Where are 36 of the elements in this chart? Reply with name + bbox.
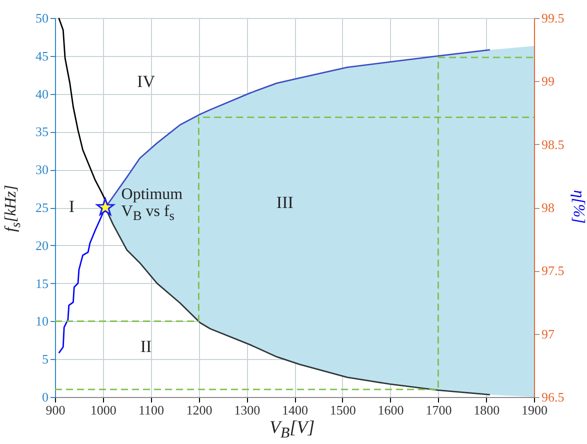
y2-tick-label: 99 (542, 74, 554, 89)
y2-tick-label: 98.5 (542, 136, 564, 152)
y2-axis-title: η[%] (569, 188, 587, 226)
y2-tick-label: 97 (542, 326, 555, 342)
y-tick-label: 35 (36, 124, 48, 140)
y-tick-label: 20 (36, 238, 48, 253)
y-tick-label: 30 (36, 162, 48, 178)
y2-tick-label: 97.5 (542, 263, 564, 278)
y-tick-label: 25 (36, 200, 48, 215)
y-tick-label: 45 (36, 48, 48, 64)
y-tick-label: 50 (36, 10, 48, 26)
x-tick-label: 1000 (90, 402, 116, 418)
x-tick-label: 1600 (378, 402, 404, 418)
annotation: II (140, 337, 152, 358)
annotation: IV (137, 72, 155, 92)
y-tick-label: 0 (42, 390, 48, 404)
y-tick-label: 10 (36, 314, 48, 329)
x-tick-label: 1100 (138, 402, 164, 418)
x-axis-title: V$_{B}$[V] (270, 417, 315, 442)
y2-tick-label: 99.5 (542, 10, 564, 26)
annotation: Optimum V$_{B}$ vs f$_{s}$ (121, 186, 183, 224)
annotation: III (276, 193, 294, 214)
x-tick-label: 1200 (186, 402, 212, 418)
x-tick-label: 1300 (234, 402, 260, 418)
y-tick-label: 40 (36, 86, 48, 102)
x-tick-label: 1500 (330, 402, 356, 418)
y2-tick-label: 98 (542, 200, 554, 215)
x-tick-label: 1700 (426, 402, 452, 418)
x-tick-label: 900 (46, 402, 66, 418)
x-tick-label: 1800 (474, 402, 500, 418)
y-tick-label: 15 (36, 276, 48, 291)
y2-tick-label: 96.5 (542, 390, 564, 404)
y-tick-label: 5 (42, 352, 48, 367)
annotation: I (68, 197, 75, 217)
x-tick-label: 1900 (522, 402, 548, 418)
x-tick-label: 1400 (282, 402, 308, 418)
